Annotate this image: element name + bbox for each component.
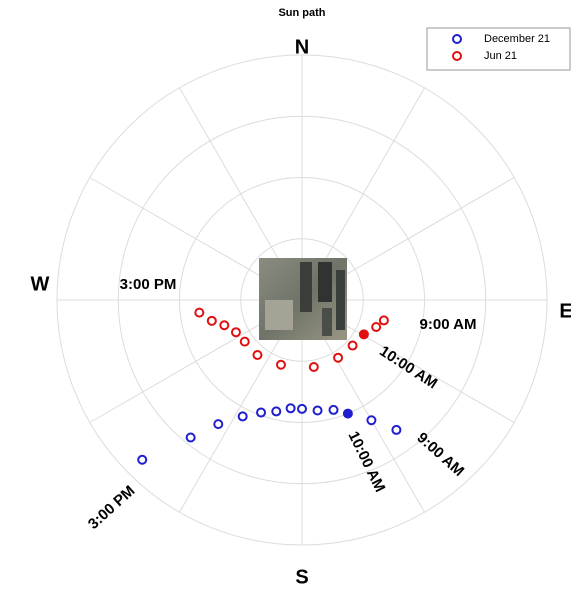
data-point	[213, 419, 224, 430]
time-annotation: 3:00 PM	[85, 482, 139, 533]
legend-marker	[452, 51, 462, 61]
data-point	[358, 329, 369, 340]
data-point	[271, 406, 282, 417]
time-annotation: 9:00 AM	[420, 316, 477, 333]
legend-label: December 21	[484, 33, 550, 45]
time-annotation: 3:00 PM	[120, 276, 177, 293]
plot	[137, 307, 402, 465]
data-point	[312, 405, 323, 416]
data-point	[275, 359, 286, 370]
data-point	[137, 454, 148, 465]
direction-label: S	[295, 566, 308, 588]
data-point	[239, 336, 250, 347]
data-point	[391, 424, 402, 435]
data-point	[328, 404, 339, 415]
data-point	[342, 408, 353, 419]
direction-label: N	[295, 36, 309, 58]
legend-marker	[452, 34, 462, 44]
data-point	[333, 352, 344, 363]
legend-label: Jun 21	[484, 50, 517, 62]
center-photo	[259, 258, 347, 340]
chart-title: Sun path	[278, 7, 325, 19]
data-point	[347, 340, 358, 351]
data-point	[366, 415, 377, 426]
legend: December 21 Jun 21	[426, 27, 571, 71]
time-annotation: 9:00 AM	[413, 429, 467, 480]
direction-label: E	[559, 300, 571, 322]
data-point	[237, 411, 248, 422]
data-point	[230, 327, 241, 338]
data-point	[378, 315, 389, 326]
data-point	[308, 362, 319, 373]
data-point	[185, 432, 196, 443]
data-point	[194, 307, 205, 318]
data-point	[371, 322, 382, 333]
data-point	[285, 403, 296, 414]
data-point	[252, 350, 263, 361]
direction-label: W	[31, 273, 50, 295]
data-point	[297, 403, 307, 414]
data-point	[219, 320, 230, 331]
data-point	[256, 407, 267, 418]
data-point	[206, 315, 217, 326]
time-annotation: 10:00 AM	[376, 343, 440, 393]
